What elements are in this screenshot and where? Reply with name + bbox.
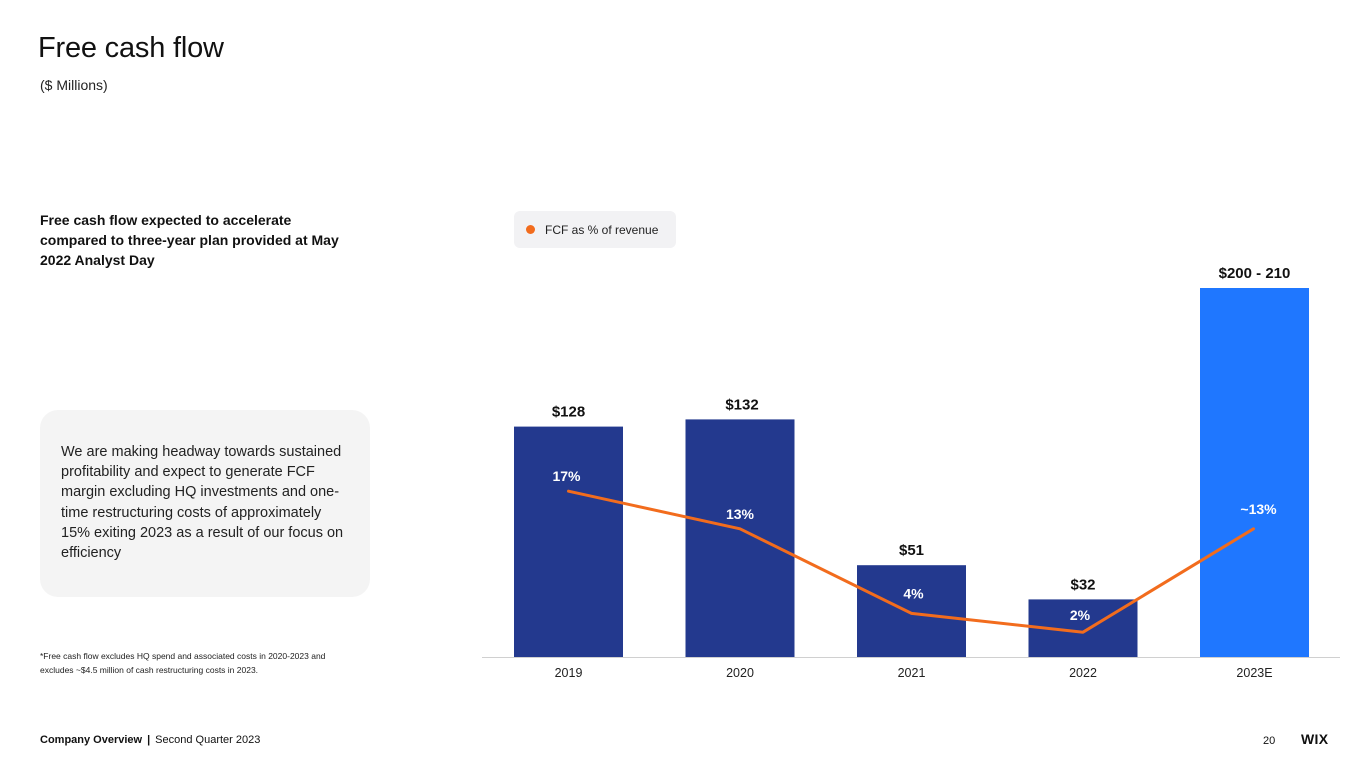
page-title: Free cash flow: [38, 32, 224, 64]
bar-value-label-2020: $132: [725, 396, 758, 413]
footer-period: Second Quarter 2023: [155, 734, 261, 746]
line-value-label-2019: 17%: [552, 468, 581, 484]
x-tick-label-2021: 2021: [898, 666, 926, 680]
callout-text: We are making headway towards sustained …: [61, 444, 344, 562]
legend-label: FCF as % of revenue: [545, 222, 659, 237]
bar-value-label-2023E: $200 - 210: [1219, 265, 1291, 282]
bar-2020: [685, 419, 795, 657]
line-value-label-2023E: ~13%: [1240, 501, 1277, 517]
footer: Company Overview | Second Quarter 2023: [40, 734, 260, 746]
wix-logo: WIX: [1301, 731, 1329, 747]
bar-2019: [514, 426, 623, 657]
chart-legend: FCF as % of revenue: [514, 211, 676, 248]
footer-company: Company Overview: [40, 734, 143, 746]
headline: Free cash flow expected to accelerate co…: [40, 212, 339, 268]
line-value-label-2020: 13%: [726, 506, 755, 522]
page-subtitle: ($ Millions): [40, 77, 108, 93]
x-tick-label-2023E: 2023E: [1236, 666, 1272, 680]
callout-box: We are making headway towards sustained …: [40, 410, 370, 597]
line-value-label-2022: 2%: [1070, 607, 1091, 623]
page-number: 20: [1263, 735, 1276, 747]
fcf-percent-line: [567, 489, 1255, 634]
bar-2021: [857, 565, 966, 657]
footer-separator: |: [147, 734, 151, 746]
footnote: *Free cash flow excludes HQ spend and as…: [40, 651, 326, 675]
x-tick-label-2019: 2019: [555, 666, 583, 680]
line-value-label-2021: 4%: [903, 585, 924, 601]
bar-value-label-2019: $128: [552, 404, 585, 421]
x-tick-label-2022: 2022: [1069, 666, 1097, 680]
bar-value-label-2022: $32: [1070, 576, 1095, 593]
bar-value-label-2021: $51: [899, 542, 924, 559]
bar-2023E: [1200, 288, 1309, 657]
legend-dot-icon: [526, 225, 535, 234]
x-tick-label-2020: 2020: [726, 666, 754, 680]
